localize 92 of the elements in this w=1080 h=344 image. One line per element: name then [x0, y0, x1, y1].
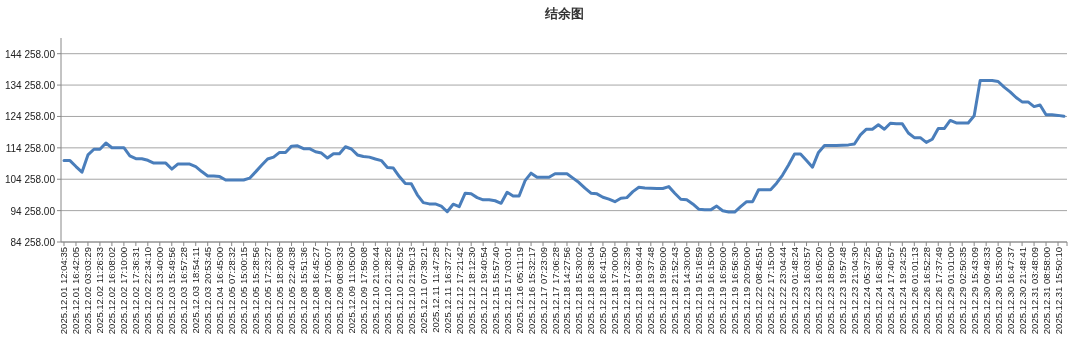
xtick: 2025.12.22 08:45:51 — [753, 247, 765, 335]
xtick: 2025.12.30 09:49:33 — [980, 247, 992, 335]
xtick: 2025.12.18 19:50:00 — [657, 247, 669, 335]
xtick: 2025.12.19 16:50:00 — [717, 247, 729, 335]
xtick: 2025.12.18 16:41:50 — [597, 247, 609, 335]
xtick: 2025.12.19 14:30:00 — [681, 247, 693, 335]
title: 结余图 — [544, 6, 584, 21]
xtick: 2025.12.18 17:00:00 — [609, 247, 621, 335]
xtick: 2025.12.24 17:40:57 — [884, 247, 896, 335]
xtick: 2025.12.24 16:36:50 — [872, 247, 884, 335]
xtick: 2025.12.03 15:49:56 — [166, 247, 178, 335]
xtick: 2025.12.19 15:16:59 — [693, 247, 705, 335]
ytick: 94 258.00 — [10, 205, 55, 217]
xtick: 2025.12.12 17:21:42 — [453, 247, 465, 335]
xtick: 2025.12.18 21:52:43 — [669, 247, 681, 335]
xtick: 2025.12.22 17:15:00 — [765, 247, 777, 335]
xtick: 2025.12.31 15:50:10 — [1052, 247, 1064, 335]
xtick: 2025.12.16 05:11:19 — [513, 247, 525, 334]
xtick: 2025.12.03 20:53:45 — [202, 247, 214, 335]
xtick: 2025.12.08 16:45:27 — [310, 247, 321, 335]
xtick: 2025.12.29 15:43:09 — [968, 247, 980, 335]
xtick: 2025.12.05 17:23:27 — [262, 247, 274, 335]
xtick: 2025.12.12 18:12:30 — [465, 247, 477, 335]
xtick: 2025.12.08 15:51:36 — [298, 247, 309, 335]
ytick: 124 258.00 — [4, 111, 55, 123]
xtick: 2025.12.10 21:28:26 — [381, 247, 393, 335]
xtick: 2025.12.17 17:06:28 — [549, 247, 561, 335]
xtick: 2025.12.10 21:40:52 — [393, 247, 405, 335]
xtick: 2025.12.23 01:48:24 — [789, 247, 801, 335]
xtick: 2025.12.12 19:40:54 — [477, 247, 489, 335]
xtick: 2025.12.11 07:39:21 — [417, 247, 429, 334]
xtick: 2025.12.18 15:30:02 — [573, 247, 585, 335]
xtick: 2025.12.23 21:04:30 — [848, 247, 860, 335]
ytick: 134 258.00 — [4, 80, 55, 92]
xtick: 2025.12.23 16:03:57 — [801, 247, 812, 335]
xtick: 2025.12.22 23:04:44 — [777, 247, 789, 335]
xtick: 2025.12.15 15:57:40 — [489, 247, 501, 335]
xtick: 2025.12.09 17:59:08 — [357, 247, 369, 335]
xtick: 2025.12.19 16:15:00 — [705, 247, 717, 335]
xtick: 2025.12.05 07:28:32 — [226, 247, 238, 335]
xtick: 2025.12.18 19:09:44 — [633, 247, 645, 335]
xtick: 2025.12.08 17:05:07 — [321, 247, 333, 335]
xtick: 2025.12.26 17:37:49 — [932, 247, 944, 335]
xtick: 2025.12.15 17:03:01 — [501, 247, 513, 335]
xtick: 2025.12.02 03:03:29 — [82, 247, 94, 335]
xtick: 2025.12.24 05:37:25 — [860, 247, 872, 335]
xtick: 2025.12.23 16:05:20 — [813, 247, 824, 335]
xtick: 2025.12.04 16:45:00 — [214, 247, 226, 335]
xtick: 2025.12.18 17:32:39 — [621, 247, 633, 335]
xtick: 2025.12.02 17:36:31 — [130, 247, 142, 335]
xtick: 2025.12.05 18:20:08 — [274, 247, 286, 335]
xtick: 2025.12.05 15:28:56 — [250, 247, 262, 335]
xtick: 2025.12.31 08:58:00 — [1040, 247, 1052, 335]
xtick: 2025.12.02 11:26:33 — [94, 247, 106, 334]
xtick: 2025.12.18 16:38:04 — [585, 247, 597, 335]
xtick: 2025.12.05 22:40:38 — [286, 247, 298, 335]
xtick: 2025.12.09 08:09:33 — [333, 247, 345, 335]
xtick: 2025.12.02 17:10:00 — [118, 247, 130, 335]
ytick: 104 258.00 — [4, 174, 55, 186]
xtick: 2025.12.18 19:37:48 — [645, 247, 657, 335]
xtick: 2025.12.01 12:04:35 — [58, 247, 70, 335]
xtick: 2025.12.30 21:48:41 — [1016, 247, 1028, 335]
xtick: 2025.12.19 20:50:00 — [741, 247, 753, 335]
xtick: 2025.12.11 11:47:28 — [429, 247, 441, 333]
xtick: 2025.12.24 19:24:25 — [896, 247, 908, 335]
xtick: 2025.12.10 21:00:44 — [369, 247, 381, 335]
xtick: 2025.12.26 16:52:28 — [920, 247, 932, 335]
xtick: 2025.12.23 18:50:00 — [824, 247, 836, 335]
xtick: 2025.12.16 15:32:17 — [525, 247, 537, 335]
xtick: 2025.12.03 16:57:28 — [178, 247, 190, 335]
xtick: 2025.12.03 13:40:00 — [154, 247, 166, 335]
xtick: 2025.12.18 14:27:56 — [561, 247, 573, 335]
xtick: 2025.12.03 18:54:11 — [190, 247, 202, 334]
xtick: 2025.12.09 11:05:00 — [345, 247, 357, 334]
xtick: 2025.12.29 02:50:35 — [956, 247, 968, 335]
xtick: 2025.12.01 16:42:05 — [70, 247, 82, 335]
xtick: 2025.12.17 07:23:09 — [537, 247, 549, 335]
ytick: 84 258.00 — [10, 237, 55, 248]
xtick: 2025.12.29 01:01:00 — [944, 247, 956, 335]
xtick: 2025.12.02 22:34:10 — [142, 247, 154, 335]
xtick: 2025.12.02 16:08:02 — [106, 247, 118, 335]
xtick: 2025.12.19 16:56:30 — [729, 247, 741, 335]
ytick: 114 258.00 — [5, 142, 55, 154]
xtick: 2025.12.10 21:50:13 — [405, 247, 417, 335]
xtick: 2025.12.31 03:48:09 — [1028, 247, 1040, 335]
xtick: 2025.12.30 16:47:37 — [1004, 247, 1016, 335]
xtick: 2025.12.23 19:57:48 — [836, 247, 848, 335]
xtick: 2025.12.11 16:37:27 — [441, 247, 453, 334]
xtick: 2025.12.26 01:01:13 — [908, 247, 920, 335]
xtick: 2025.12.05 15:00:15 — [238, 247, 250, 335]
xtick: 2025.12.30 15:35:00 — [992, 247, 1004, 335]
ytick: 144 258.00 — [4, 48, 55, 60]
